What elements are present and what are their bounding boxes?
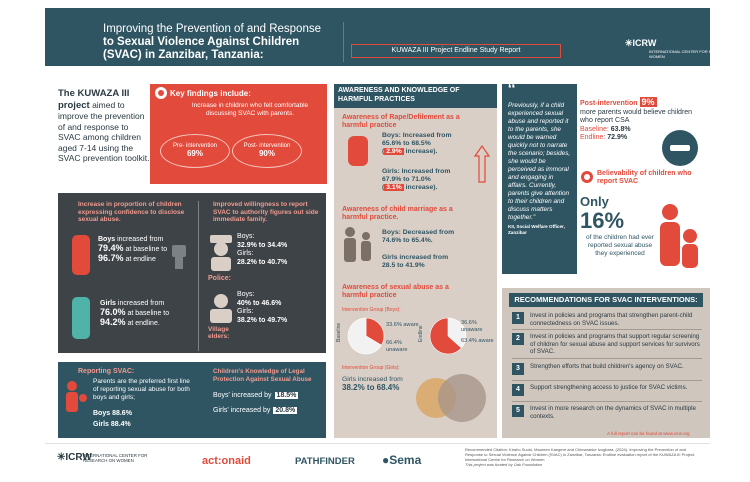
recommendation-item: 4 Support strengthening access to justic… — [512, 384, 702, 402]
group-boys-label: Intervention Group (Boys): — [342, 307, 401, 313]
rape-awareness-heading: Awareness of Rape/Defilement as a harmfu… — [342, 114, 460, 129]
footer-logos: ✳ICRW INTERNATIONAL CENTER FOR RESEARCH … — [45, 443, 710, 479]
key-findings-title: Key findings include: — [170, 89, 251, 98]
page-title: Improving the Prevention of and Response… — [103, 23, 321, 61]
header-banner: Improving the Prevention of and Response… — [45, 8, 738, 66]
recommendation-item: 2 Invest in policies and programs that s… — [512, 333, 702, 359]
pie-slice-endline-unaware — [447, 317, 467, 349]
rape-boys-text: Boys: Increased from 65.6% to 68.5% (2.9… — [382, 132, 452, 155]
marriage-girls-text: Girls increased from 28.5 to 41.9% — [382, 254, 449, 269]
report-subtitle: KUWAZA III Project Endline Study Report — [351, 44, 561, 58]
believability-heading: Believability of children who report SVA… — [597, 170, 692, 185]
up-arrow-icon — [474, 144, 490, 183]
reporting-text: Parents are the preferred first line of … — [93, 378, 190, 401]
confidence-heading: Increase in proportion of children expre… — [78, 201, 185, 223]
recommendation-item: 5 Invest in more research on the dynamic… — [512, 405, 702, 423]
quote-text: Previously, if a child experienced sexua… — [508, 102, 571, 221]
eye-icon — [155, 87, 167, 99]
icrw-sunburst-icon: ✳ — [625, 38, 633, 48]
sexual-abuse-heading: Awareness of sexual abuse as a harmful p… — [342, 284, 449, 299]
key-findings-text: Increase in children who felt comfortabl… — [191, 102, 309, 117]
panel-divider — [198, 201, 199, 351]
group-girls-label: Intervention Group (Girls): — [342, 365, 400, 371]
rape-girls-text: Girls: Increased from 67.9% to 71.0% (3.… — [382, 168, 451, 191]
couple-icon — [344, 227, 371, 262]
parent-child-icon — [66, 381, 87, 412]
legal-boys: Boys' increased by 18.5% — [213, 392, 299, 399]
reporting-heading: Reporting SVAC: — [78, 368, 135, 375]
legal-girls: Girls' increased by 20.8% — [213, 407, 298, 414]
village-elder-icon — [210, 294, 232, 323]
reporting-girls: Girls 88.4% — [93, 421, 131, 428]
icrw-sunburst-icon: ✳ — [57, 452, 66, 463]
quote-panel: “ Previously, if a child experienced sex… — [502, 78, 577, 274]
actionaid-logo: act:onaid — [202, 455, 251, 467]
full-report-link[interactable]: A full report can be found at www.icrw.o… — [607, 431, 690, 436]
police-officer-icon — [210, 235, 232, 271]
quote-attribution: KII, Social Welfare Officer, Zanzibar — [508, 224, 565, 235]
only-label: Only — [580, 194, 609, 209]
endline-unaware-label: 36.6% unaware — [461, 320, 483, 333]
sema-logo: ●Sema — [382, 453, 422, 467]
recommendations-heading: RECOMMENDATIONS FOR SVAC INTERVENTIONS: — [509, 293, 703, 307]
awareness-heading: AWARENESS AND KNOWLEDGE OF HARMFUL PRACT… — [334, 84, 497, 108]
sexual-girls-text: Girls increased from 38.2% to 68.4% — [342, 376, 403, 392]
village-elders-label: Village elders: — [208, 326, 230, 340]
header-divider — [343, 22, 344, 62]
baseline-aware-label: 33.6% aware — [386, 322, 419, 328]
overlapping-circles-graphic — [416, 374, 486, 422]
icrw-footer-text: INTERNATIONAL CENTER FOR RESEARCH ON WOM… — [83, 453, 148, 463]
sexual-abuse-pie-charts: Baseline Endline — [336, 317, 467, 355]
boys-confidence-text: Boys increased from 79.4% at baseline to… — [98, 236, 168, 263]
pie-slice-endline-aware — [429, 317, 462, 355]
quote-mark-icon: “ — [508, 78, 516, 103]
pie-slice-baseline-unaware — [347, 317, 382, 355]
girls-confidence-text: Girls increased from 76.0% at baseline t… — [100, 300, 170, 327]
pathfinder-logo: PATHFINDER — [295, 456, 355, 467]
eye-icon — [581, 171, 593, 183]
police-stats: Boys: 32.9% to 34.4% Girls: 28.2% to 40.… — [237, 233, 288, 266]
intro-text: The KUWAZA III project aimed to improve … — [58, 88, 150, 163]
icrw-logo: ✳ICRW — [625, 38, 657, 48]
handshake-icon — [662, 130, 698, 166]
endline-aware-label: 63.4% aware — [461, 338, 494, 344]
raised-fist-icon — [172, 245, 186, 269]
post-intervention-bubble: Post- intervention 90% — [232, 134, 302, 168]
citation-text: Recommended Citation: Kiraho Suuhi, Maur… — [465, 447, 696, 467]
believability-text: of the children had ever reported sexual… — [586, 234, 654, 257]
icrw-footer-logo: ✳ICRW — [57, 452, 92, 463]
adult-child-hug-icon — [660, 204, 698, 268]
reporting-legal-panel: Reporting SVAC: Parents are the preferre… — [58, 362, 326, 438]
village-elders-stats: Boys: 40% to 46.6% Girls: 38.2% to 49.7% — [237, 291, 288, 324]
recommendation-item: 1 Invest in policies and programs that s… — [512, 312, 702, 330]
legal-heading: Children's Knowledge of Legal Protection… — [213, 368, 312, 383]
girl-figure-icon — [72, 297, 90, 339]
marriage-awareness-heading: Awareness of child marriage as a harmful… — [342, 206, 453, 221]
baseline-unaware-label: 66.4% unaware — [386, 340, 408, 353]
boy-figure-icon — [72, 235, 90, 275]
recommendation-item: 3 Strengthen efforts that build children… — [512, 363, 702, 381]
marriage-boys-text: Boys: Decreased from 74.6% to 65.4%. — [382, 229, 455, 244]
post-intervention-block: Post-intervention 9% more parents would … — [580, 97, 693, 141]
awareness-panel: AWARENESS AND KNOWLEDGE OF HARMFUL PRACT… — [334, 84, 497, 438]
pre-intervention-bubble: Pre- intervention 69% — [160, 134, 230, 168]
hand-icon — [348, 136, 368, 166]
endline-label: Endline — [418, 325, 424, 342]
key-findings-panel: Key findings include: Increase in childr… — [150, 84, 327, 184]
willingness-heading: Improved willingness to report SVAC to a… — [213, 201, 319, 223]
baseline-label: Baseline — [336, 323, 342, 342]
police-label: Police: — [208, 275, 231, 282]
sixteen-percent-value: 16% — [580, 208, 625, 233]
icrw-logo-text: INTERNATIONAL CENTER FOR RESEARCH ON WOM… — [649, 49, 739, 59]
reporting-boys: Boys 88.6% — [93, 410, 132, 417]
sema-circle-icon: ● — [382, 453, 390, 467]
confidence-willingness-panel: Increase in proportion of children expre… — [58, 193, 326, 353]
recommendations-panel: RECOMMENDATIONS FOR SVAC INTERVENTIONS: … — [502, 288, 710, 438]
